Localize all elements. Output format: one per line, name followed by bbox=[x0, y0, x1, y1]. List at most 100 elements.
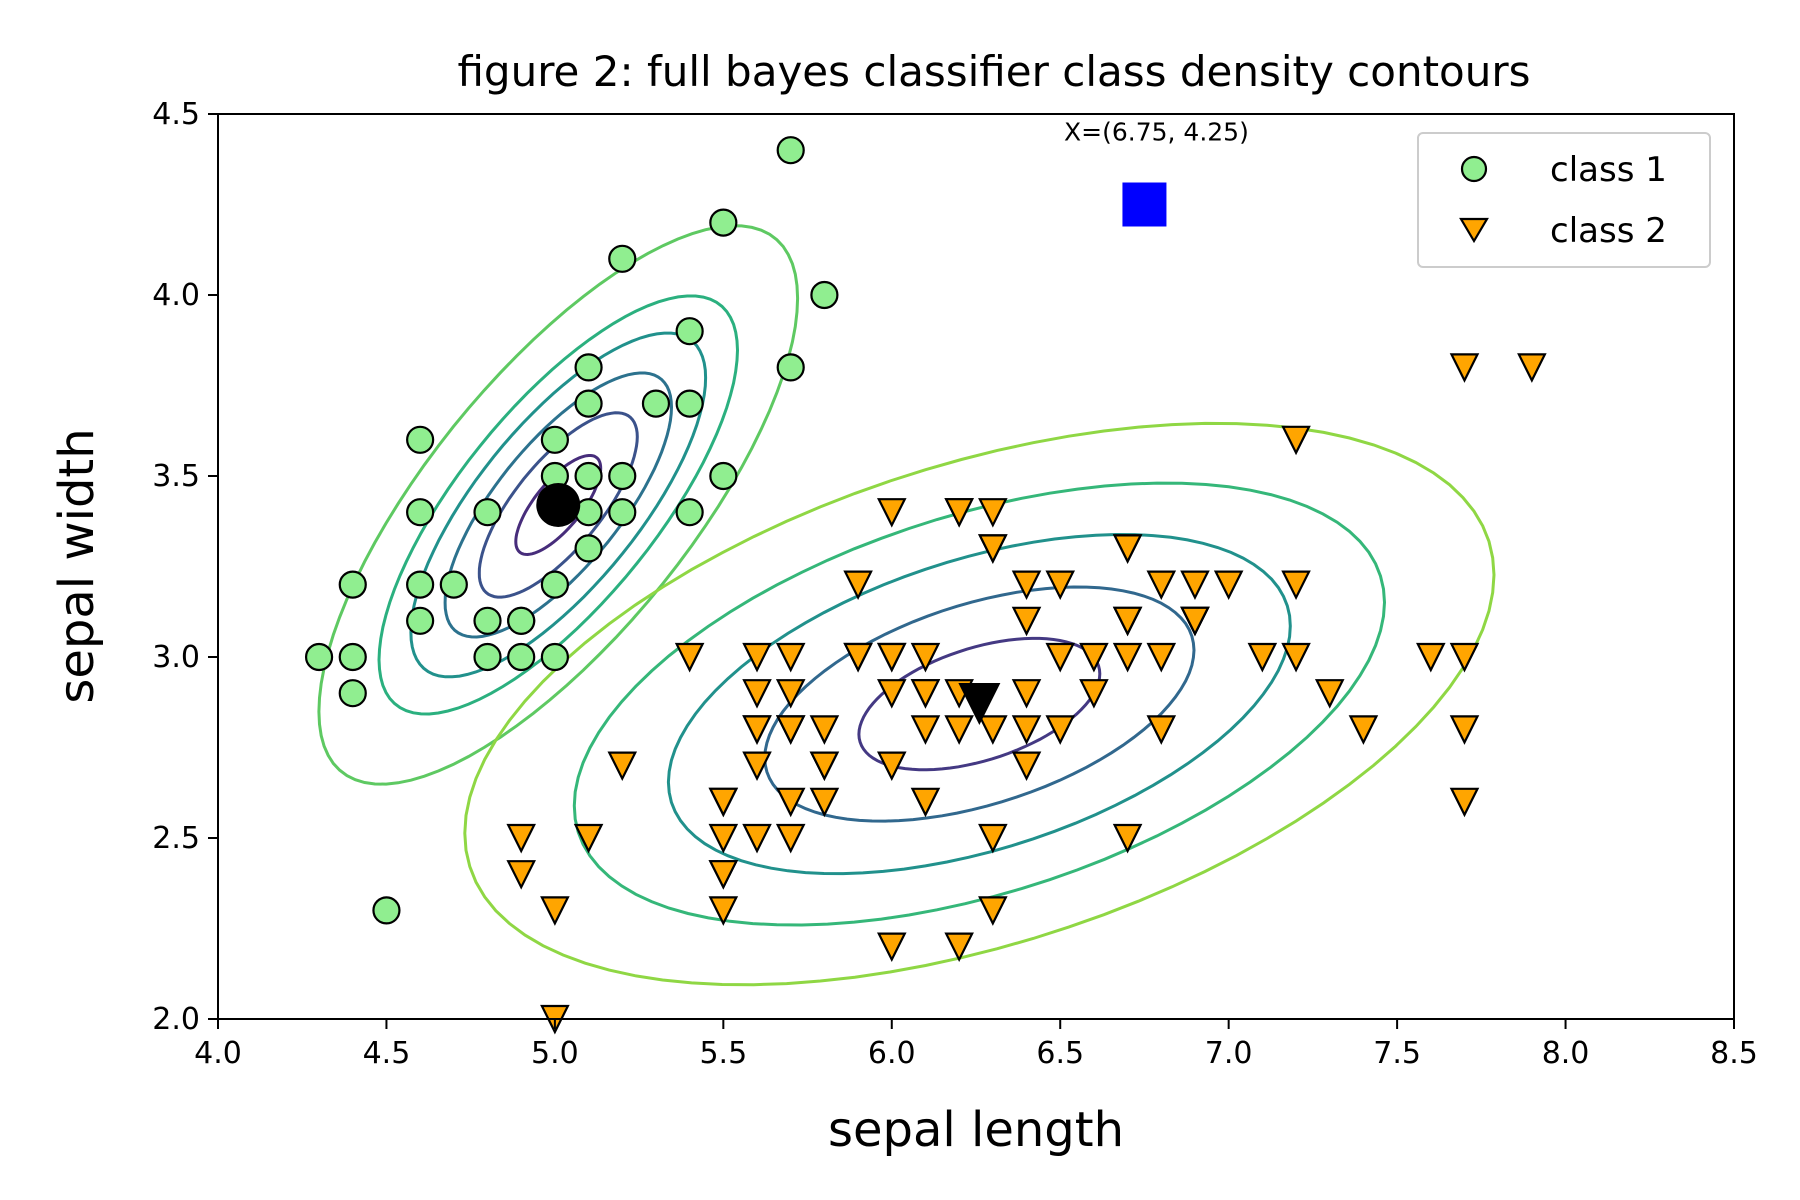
legend-frame bbox=[1417, 132, 1711, 268]
class-2-point bbox=[1112, 823, 1143, 854]
y-tick-label: 2.5 bbox=[152, 821, 200, 856]
class-2-point bbox=[775, 642, 806, 673]
class-2-point bbox=[1112, 642, 1143, 673]
class-2-point bbox=[775, 823, 806, 854]
class-1-point bbox=[675, 389, 704, 418]
class-2-point bbox=[1011, 570, 1042, 601]
contour-1-level-5 bbox=[477, 411, 639, 599]
class-1-point bbox=[304, 642, 334, 672]
class-2-point bbox=[1247, 642, 1278, 673]
query-point-label: X=(6.75, 4.25) bbox=[1064, 118, 1249, 147]
class-2-point bbox=[910, 787, 941, 818]
class-2-point bbox=[573, 823, 604, 854]
class-2-point bbox=[876, 932, 907, 963]
class-2-point bbox=[978, 534, 1008, 564]
class-2-point bbox=[1045, 715, 1075, 745]
class-2-point bbox=[1011, 679, 1042, 709]
class-2-point bbox=[1011, 715, 1042, 745]
class-2-point bbox=[944, 498, 974, 528]
class-1-point bbox=[608, 461, 637, 491]
class-2-point bbox=[876, 751, 907, 782]
class-1-point bbox=[372, 896, 401, 925]
class-1-point bbox=[540, 425, 569, 454]
class-2-point bbox=[1416, 642, 1446, 673]
class-2-point bbox=[708, 896, 739, 926]
class-2-point bbox=[1180, 606, 1210, 637]
x-tick-label: 5.5 bbox=[699, 1036, 747, 1071]
class-2-point bbox=[506, 823, 536, 854]
class-1-point bbox=[406, 498, 435, 527]
class-2-point bbox=[1281, 425, 1311, 456]
class-1-point bbox=[574, 534, 603, 563]
class-2-point bbox=[1449, 715, 1480, 745]
y-axis-label: sepal width bbox=[49, 428, 105, 703]
contour-2-level-1 bbox=[463, 421, 1496, 987]
class-1-point bbox=[473, 606, 502, 635]
class-1-point bbox=[406, 606, 435, 635]
class-2-mean-marker bbox=[958, 683, 1001, 726]
x-tick-label: 4.0 bbox=[194, 1036, 242, 1071]
y-tick-label: 3.0 bbox=[152, 640, 200, 675]
class-2-point bbox=[910, 715, 941, 745]
class-1-point bbox=[810, 280, 839, 310]
class-2-point bbox=[1449, 787, 1480, 818]
class-2-point bbox=[1011, 751, 1042, 782]
y-tick-label: 2.0 bbox=[152, 1002, 200, 1037]
legend-label-class-1: class 1 bbox=[1550, 150, 1667, 190]
class-2-point bbox=[1045, 570, 1075, 601]
class-1-point bbox=[540, 570, 569, 599]
class-2-point bbox=[742, 751, 772, 782]
class-2-point bbox=[944, 932, 974, 963]
class-1-point bbox=[406, 570, 435, 599]
class-2-point bbox=[843, 570, 873, 601]
x-tick-label: 8.5 bbox=[1710, 1036, 1758, 1071]
class-2-point bbox=[1281, 570, 1311, 601]
class-2-point bbox=[944, 715, 974, 745]
class-2-point bbox=[1314, 679, 1345, 709]
x-tick-label: 5.0 bbox=[531, 1036, 579, 1071]
class-2-point bbox=[910, 642, 941, 673]
class-2-point bbox=[876, 498, 907, 528]
class-1-point bbox=[574, 389, 603, 418]
class-2-point bbox=[775, 679, 806, 709]
class-1-point bbox=[574, 461, 603, 491]
legend-marker-class-1 bbox=[1460, 155, 1488, 183]
class-2-point bbox=[876, 642, 907, 673]
query-point-marker bbox=[1122, 182, 1167, 227]
class-2-point bbox=[1213, 570, 1244, 601]
annotations: X=(6.75, 4.25) bbox=[536, 118, 1249, 726]
class-2-point bbox=[978, 715, 1008, 745]
contour-1-level-4 bbox=[443, 371, 674, 639]
contour-2-level-5 bbox=[857, 636, 1102, 772]
plot-area-frame bbox=[217, 113, 1735, 1020]
class-2-point bbox=[809, 751, 840, 782]
class-2-point bbox=[1146, 642, 1177, 673]
y-tick-label: 4.5 bbox=[152, 97, 200, 132]
class-2-point bbox=[910, 679, 941, 709]
contour-2-level-2 bbox=[572, 481, 1387, 927]
class-1-point bbox=[507, 606, 536, 635]
class-1-point bbox=[709, 461, 738, 491]
class-1-point bbox=[574, 353, 603, 382]
class-1-point bbox=[709, 208, 738, 237]
x-tick-label: 7.5 bbox=[1373, 1036, 1421, 1071]
class-2-point bbox=[742, 715, 772, 745]
class-2-point bbox=[843, 642, 873, 673]
class-1-point bbox=[473, 498, 502, 527]
chart-title: figure 2: full bayes classifier class de… bbox=[457, 47, 1530, 96]
class-2-point bbox=[876, 679, 907, 709]
class-1-point bbox=[776, 136, 805, 165]
contour-1-level-1 bbox=[317, 224, 800, 786]
class-2-point bbox=[775, 715, 806, 745]
class-1-point bbox=[338, 570, 367, 599]
class-2-point bbox=[1112, 606, 1143, 637]
class-2-point bbox=[1079, 679, 1109, 709]
data-points bbox=[304, 136, 1547, 1035]
contour-1-level-3 bbox=[409, 331, 708, 679]
x-tick-label: 6.5 bbox=[1036, 1036, 1084, 1071]
class-1-point bbox=[338, 642, 367, 672]
class-2-point bbox=[742, 642, 772, 673]
class-1-point bbox=[776, 353, 805, 382]
class-2-point bbox=[1281, 642, 1311, 673]
